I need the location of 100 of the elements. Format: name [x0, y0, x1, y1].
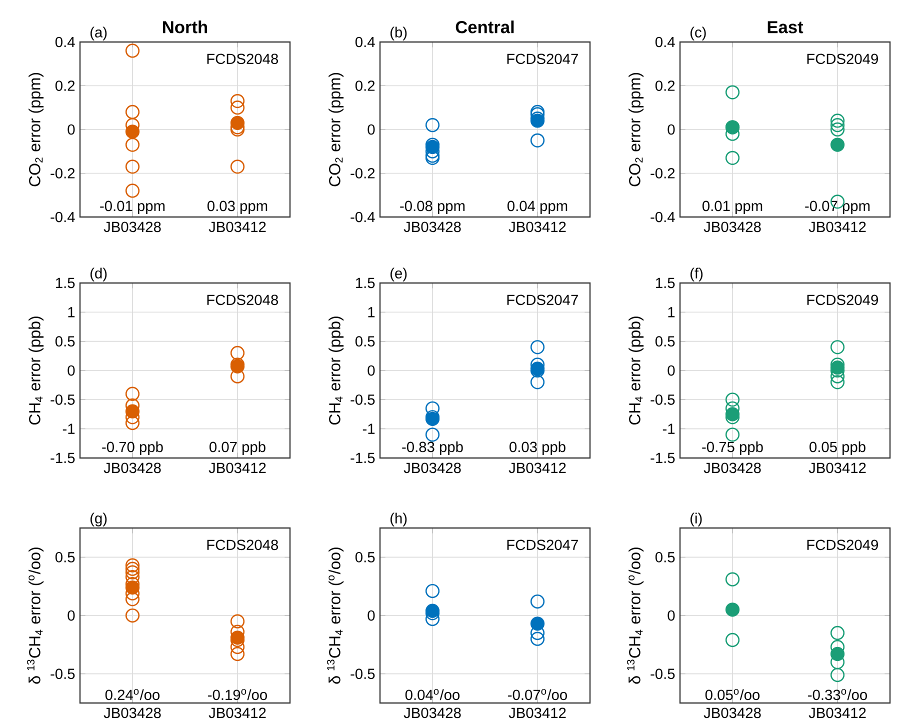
y-tick-label: 1.5 [356, 278, 375, 288]
x-tick-label: JB03428 [404, 462, 461, 474]
annotation: -0.75 ppb [702, 441, 763, 456]
y-tick-label: 1.5 [56, 278, 75, 288]
y-tick-label: -0.5 [650, 668, 675, 680]
y-tick-label: 1 [68, 307, 75, 318]
y-axis-title: CH$_{4}$ error (ppb) [328, 316, 344, 425]
y-tick-label: 0.5 [355, 552, 375, 562]
y-tick-label: 0.4 [355, 36, 375, 48]
y-tick-label: 0 [68, 124, 75, 135]
y-tick-label: 0.2 [55, 80, 75, 91]
annotation: FCDS2048 [207, 294, 278, 306]
y-axis-title: CH$_{4}$ error (ppb) [628, 316, 644, 425]
y-tick-label: -1 [62, 424, 75, 434]
annotation: FCDS2048 [207, 54, 278, 64]
text: (c) [690, 26, 706, 40]
y-tick-label: -0.2 [650, 168, 675, 178]
y-tick-label: 0.5 [655, 552, 675, 562]
annotation: FCDS2047 [507, 294, 578, 306]
y-tick-label: -1 [362, 424, 375, 434]
text: (g) [90, 512, 107, 526]
x-tick-label: JB03428 [704, 462, 761, 474]
y-tick-label: 0.5 [355, 336, 375, 347]
y-tick-label: 0.4 [55, 36, 75, 48]
x-tick-label: JB03412 [208, 708, 266, 718]
text: (h) [390, 512, 407, 526]
y-axis-title: CO$_{2}$ error (ppm) [328, 72, 344, 186]
x-tick-label: JB03412 [808, 462, 866, 474]
y-tick-label: 0 [668, 610, 675, 621]
annotation: -0.01 ppm [100, 200, 165, 214]
x-tick-label: JB03428 [104, 708, 161, 718]
y-axis-title: δ $^{13}$CH$_{4}$ error ($^{o}$/oo) [626, 548, 644, 684]
y-tick-label: 1.5 [656, 278, 675, 288]
annotation: FCDS2049 [807, 540, 878, 550]
x-tick-label: JB03412 [808, 708, 866, 718]
annotation: -0.83 ppb [402, 441, 463, 456]
y-tick-label: -1.5 [650, 452, 675, 464]
annotation: 0.01 ppm [702, 200, 762, 214]
annotation: -0.08 ppm [400, 200, 465, 214]
annotation: -0.33$^{o}$/oo [808, 689, 867, 700]
annotation: 0.05$^{o}$/oo [705, 689, 760, 700]
annotation: FCDS2047 [507, 540, 578, 550]
annotation: -0.07$^{o}$/oo [508, 689, 567, 700]
x-tick-label: JB03412 [208, 462, 266, 474]
y-tick-label: 0.4 [655, 36, 675, 48]
y-tick-label: -0.4 [50, 212, 75, 222]
x-tick-label: JB03428 [404, 708, 461, 718]
text: (f) [690, 268, 703, 282]
annotation: 0.05 ppb [810, 441, 866, 456]
text: (b) [390, 26, 407, 40]
y-tick-label: -1 [662, 424, 675, 434]
y-axis-title: CO$_{2}$ error (ppm) [28, 72, 44, 186]
y-tick-label: 0.2 [355, 80, 375, 91]
y-tick-label: -1.5 [350, 452, 375, 464]
y-tick-label: -0.5 [350, 394, 375, 405]
y-tick-label: -0.5 [50, 394, 75, 405]
y-axis-title: δ $^{13}$CH$_{4}$ error ($^{o}$/oo) [326, 548, 344, 684]
x-tick-label: JB03412 [508, 462, 566, 474]
x-tick-label: JB03412 [808, 222, 866, 232]
y-tick-label: 1 [368, 307, 375, 318]
y-tick-label: 0 [668, 124, 675, 135]
text: (d) [90, 268, 107, 282]
y-tick-label: 0 [368, 365, 375, 376]
annotation: 0.24$^{o}$/oo [105, 689, 160, 700]
annotation: -0.19$^{o}$/oo [208, 689, 267, 700]
y-tick-label: 0.5 [55, 336, 75, 347]
text: (i) [690, 512, 702, 526]
annotation: -0.70 ppb [102, 441, 163, 456]
annotation: 0.03 ppm [207, 200, 268, 214]
y-tick-label: 0.5 [55, 552, 75, 562]
y-tick-label: 0 [668, 365, 675, 376]
y-axis-title: CO$_{2}$ error (ppm) [628, 72, 644, 186]
y-tick-label: -0.5 [650, 394, 675, 405]
y-tick-label: 0.5 [655, 336, 675, 347]
y-tick-label: -0.5 [350, 668, 375, 680]
annotation: 0.03 ppb [510, 441, 566, 456]
y-tick-label: -0.5 [50, 668, 75, 680]
y-tick-label: -0.4 [350, 212, 375, 222]
y-axis-title: δ $^{13}$CH$_{4}$ error ($^{o}$/oo) [26, 548, 44, 684]
y-tick-label: -0.2 [50, 168, 75, 178]
x-tick-label: JB03412 [508, 708, 566, 718]
y-tick-label: 0.2 [655, 80, 675, 91]
y-axis-title: CH$_{4}$ error (ppb) [28, 316, 44, 425]
annotation: 0.07 ppb [210, 441, 266, 456]
y-tick-label: 0 [368, 124, 375, 135]
text: (a) [90, 26, 107, 40]
x-tick-label: JB03428 [104, 222, 161, 232]
annotation: 0.04$^{o}$/oo [405, 689, 460, 700]
annotation: FCDS2048 [207, 540, 278, 550]
annotation: FCDS2049 [807, 54, 878, 64]
y-tick-label: -0.4 [650, 212, 675, 222]
y-tick-label: 1 [668, 307, 675, 318]
chart-title: Central [456, 20, 514, 34]
chart-title: North [163, 20, 208, 34]
y-tick-label: 0 [68, 365, 75, 376]
annotation: FCDS2047 [507, 54, 578, 64]
x-tick-label: JB03412 [508, 222, 566, 232]
text: (e) [390, 268, 407, 282]
y-tick-label: -0.2 [350, 168, 375, 178]
y-tick-label: 0 [368, 610, 375, 621]
